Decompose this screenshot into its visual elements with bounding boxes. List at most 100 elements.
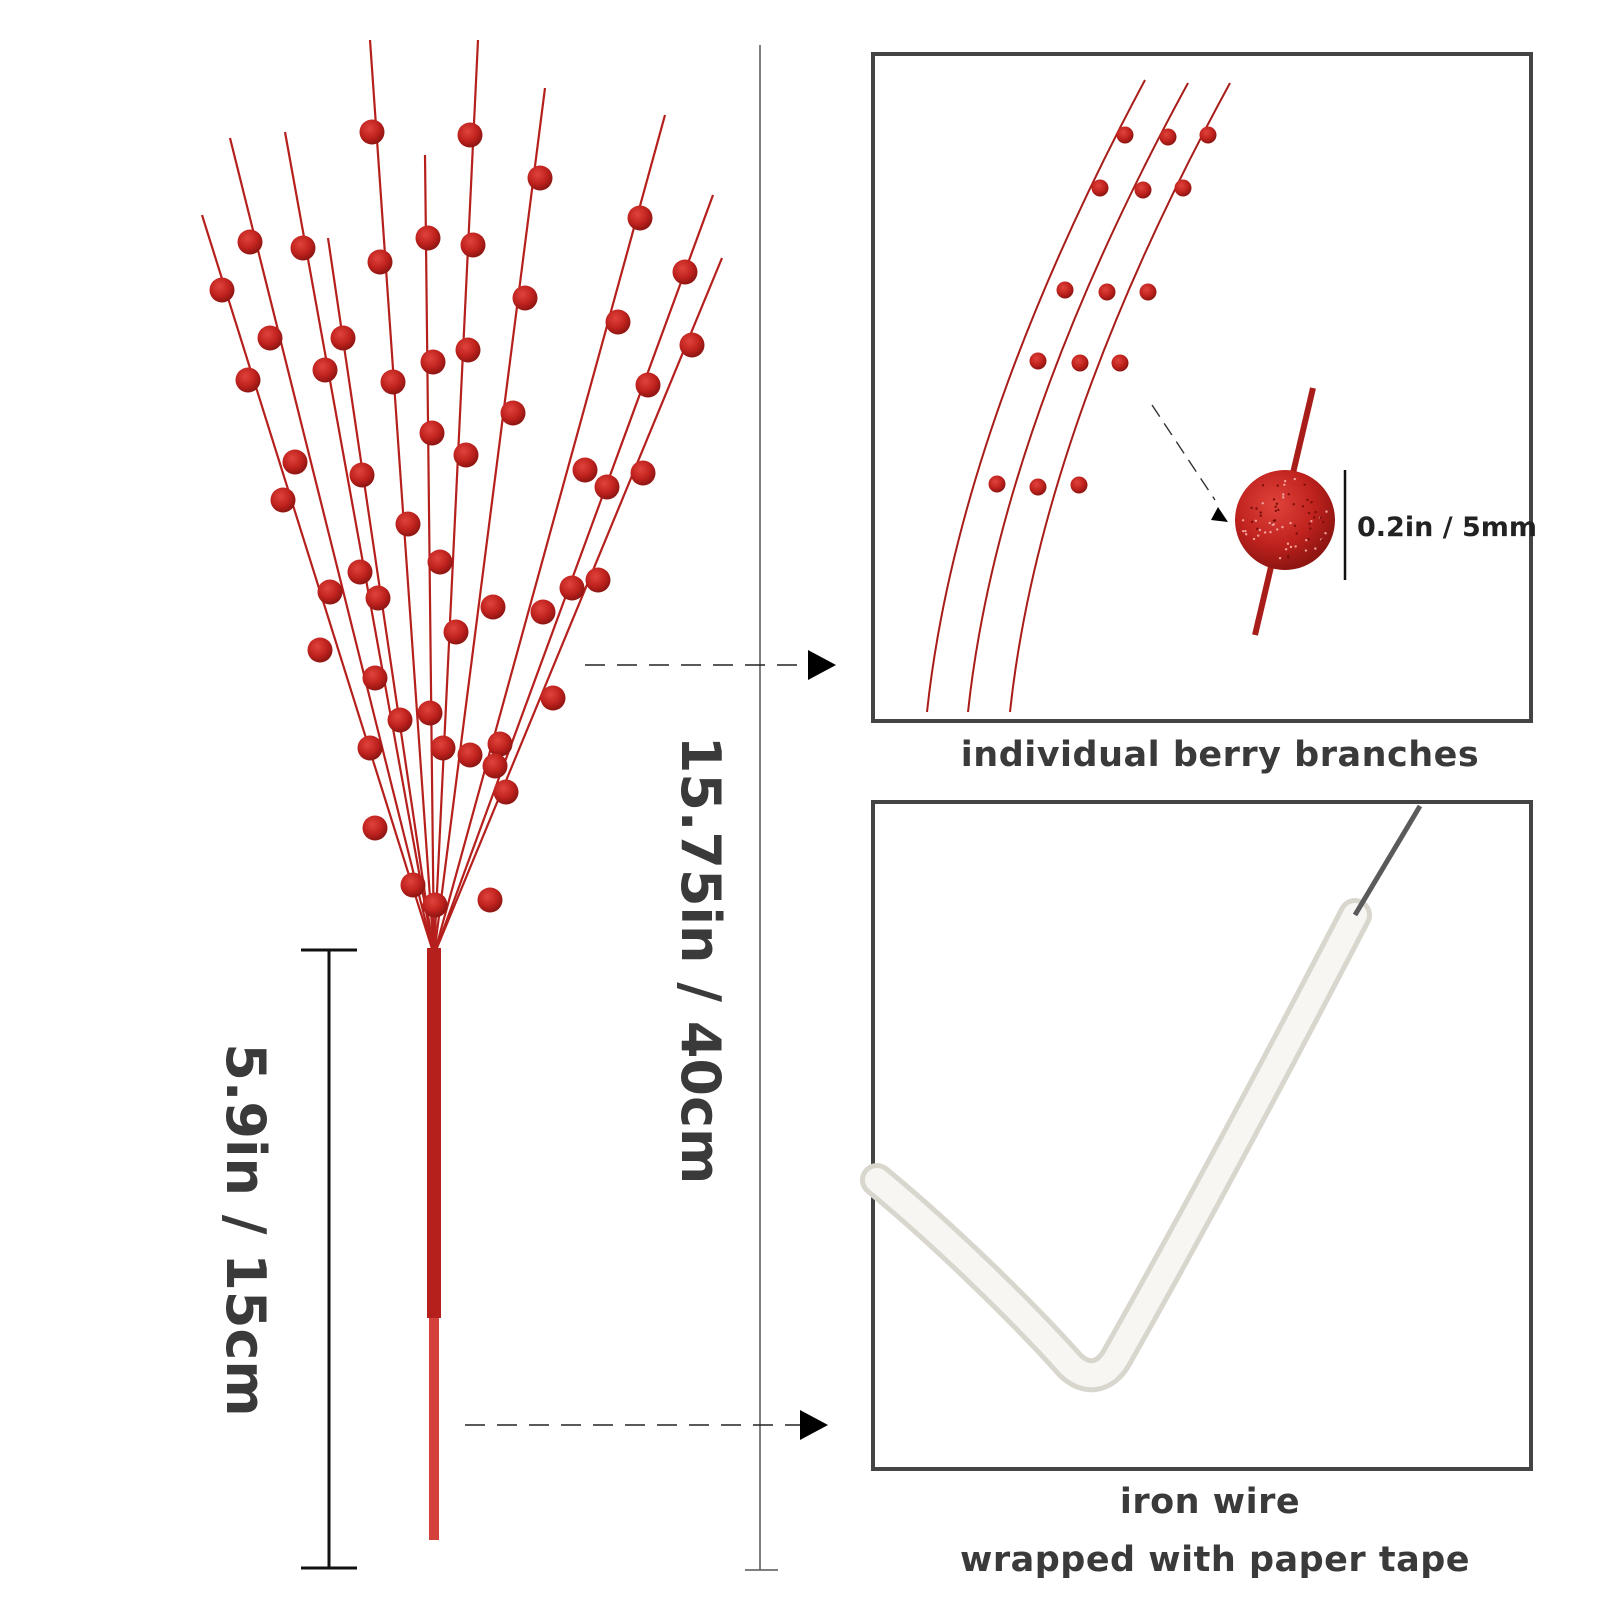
detail-berry [1139,283,1157,301]
detail-berry [1199,126,1217,144]
glitter-speck [1276,528,1279,531]
red-berry [500,400,526,426]
red-berry [359,119,385,145]
glitter-speck [1294,545,1297,548]
detail-berry [1071,354,1089,372]
glitter-speck [1320,539,1324,542]
wrapped-wire-highlight [865,903,1367,1388]
detail-berry-branches [926,79,1231,713]
spray-branch [432,194,715,956]
red-berry [387,707,413,733]
red-berry [453,442,479,468]
red-berry [417,700,443,726]
glitter-speck [1283,483,1286,486]
wrapped-stem [427,948,441,1318]
bare-stem-end [429,1318,439,1540]
glitter-speck [1305,538,1308,542]
spray-branch [200,214,436,956]
red-berry [480,594,506,620]
red-berry [282,449,308,475]
full-length-label: 15.75in / 40cm [669,735,732,1185]
red-berry [235,367,261,393]
red-berry [290,235,316,261]
glitter-speck [1303,483,1306,486]
red-berry [400,872,426,898]
glitter-speck [1293,477,1296,481]
glitter-speck [1277,508,1280,512]
detail-berry [1159,128,1177,146]
arrow-right-icon [808,650,836,680]
detail-branch [926,79,1146,713]
glitter-speck [1282,493,1285,496]
detail-branch [967,82,1189,713]
red-berry [367,249,393,275]
spray-branch [432,114,667,956]
red-berry [270,487,296,513]
glitter-speck [1258,528,1262,532]
glitter-speck [1283,479,1287,483]
glitter-speck [1309,527,1312,530]
red-berry [487,731,513,757]
magnified-berry [1235,470,1335,570]
detail-berry [1070,476,1088,494]
caption-berry-branches: individual berry branches [960,735,1480,775]
glitter-speck [1244,533,1248,536]
glitter-speck [1261,484,1265,487]
red-berry [635,372,661,398]
glitter-speck [1278,557,1282,560]
red-berry [347,559,373,585]
glitter-speck [1254,519,1258,522]
red-berry [559,575,585,601]
glitter-speck [1244,529,1247,533]
glitter-speck [1325,510,1328,513]
spray-branch [423,154,436,956]
glitter-speck [1286,556,1290,559]
glitter-speck [1272,519,1276,523]
red-berry [455,337,481,363]
glitter-speck [1261,501,1264,505]
glitter-speck [1314,510,1317,514]
glitter-speck [1250,506,1253,510]
red-berry [605,309,631,335]
detail-berry [1098,283,1116,301]
glitter-speck [1255,507,1258,510]
arrow-right-icon [800,1410,828,1440]
glitter-speck [1281,496,1285,499]
glitter-speck [1284,548,1288,551]
glitter-speck [1268,521,1271,525]
spray-branch [228,137,436,956]
red-berry [572,457,598,483]
red-berry [362,815,388,841]
red-berry [457,122,483,148]
berry-spray-branches [200,39,724,956]
glitter-speck [1256,527,1259,531]
glitter-speck [1322,520,1325,524]
glitter-speck [1272,498,1276,501]
spray-branch [283,131,436,956]
red-berry [493,779,519,805]
glitter-speck [1276,484,1279,487]
glitter-speck [1314,547,1317,550]
berry-glitter [1241,477,1328,560]
caption-paper-tape: wrapped with paper tape [959,1540,1471,1580]
spray-branch [432,39,480,956]
red-berry [457,742,483,768]
red-berry [482,753,508,779]
red-berry [419,420,445,446]
red-berry [630,460,656,486]
red-berry [415,225,441,251]
glitter-speck [1295,532,1298,535]
glitter-speck [1250,520,1254,524]
red-berry [395,511,421,537]
red-berry [365,585,391,611]
spray-branch [432,87,547,956]
glitter-speck [1304,549,1308,552]
red-berry [380,369,406,395]
glitter-speck [1289,545,1293,549]
red-berry [627,205,653,231]
red-berry [317,579,343,605]
glitter-speck [1292,502,1295,506]
glitter-speck [1241,519,1245,522]
glitter-speck [1274,505,1277,508]
berry-spray-berries [209,119,705,918]
